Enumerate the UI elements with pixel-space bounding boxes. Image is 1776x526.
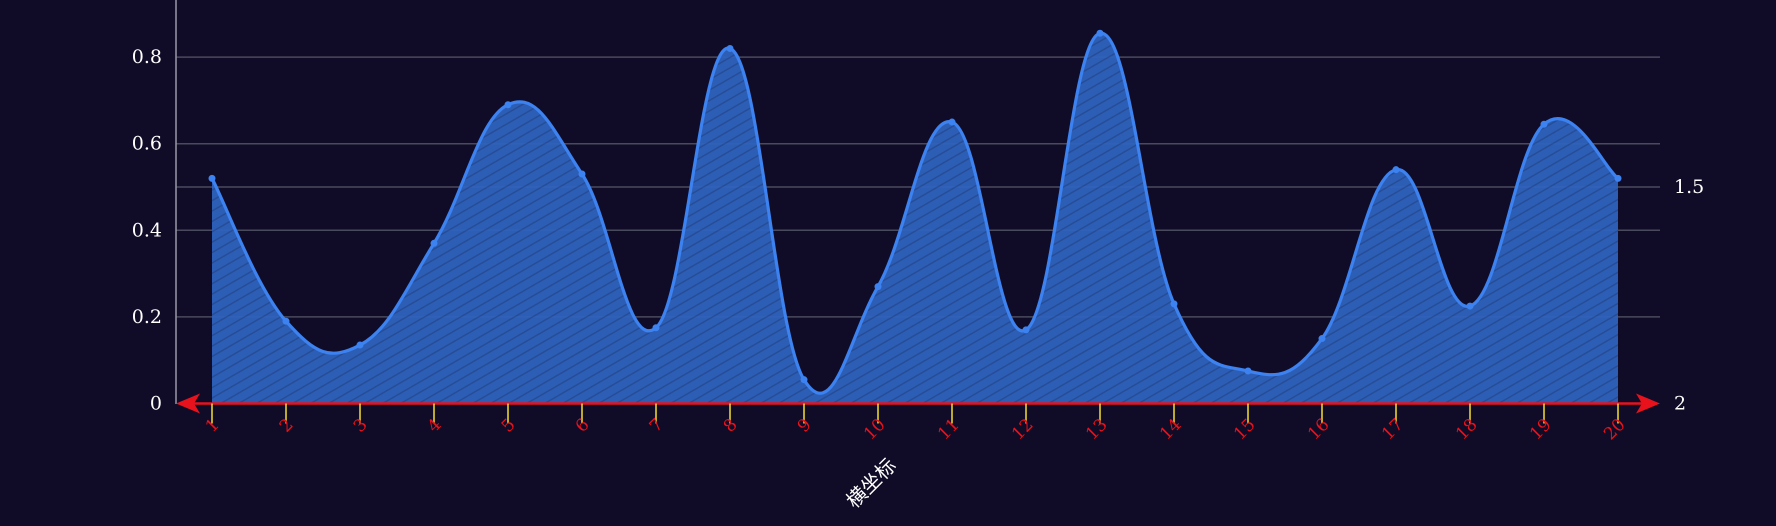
x-tick-label: 18 [1452,415,1481,444]
y-left-tick-label: 0.2 [132,306,162,328]
x-tick-label: 14 [1156,415,1185,444]
data-point[interactable] [504,101,512,109]
x-axis-title: 横坐标 [841,453,900,512]
y-left-tick-label: 0.6 [132,133,162,155]
x-axis [176,393,1660,424]
data-point[interactable] [208,174,216,182]
x-tick-label: 19 [1526,415,1555,444]
x-tick-label: 20 [1600,415,1629,444]
x-tick-label: 5 [498,415,520,437]
data-point[interactable] [1392,166,1400,174]
x-tick-label: 10 [860,415,889,444]
data-point[interactable] [652,324,660,332]
data-point[interactable] [1466,302,1474,310]
x-axis-arrow-left [176,393,200,414]
y-left-tick-label: 0.8 [132,46,162,68]
x-axis-arrow-right [1636,393,1660,414]
data-point[interactable] [1318,335,1326,343]
data-point[interactable] [1170,300,1178,308]
x-tick-label: 13 [1082,415,1111,444]
x-tick-label: 11 [934,415,963,444]
data-point[interactable] [1244,367,1252,375]
data-point[interactable] [1614,174,1622,182]
y-axis-left-ticks: 0 0.2 0.4 0.6 0.8 [132,46,162,414]
x-tick-label: 6 [572,415,594,437]
y-left-tick-label: 0 [150,393,162,415]
data-point[interactable] [282,317,290,325]
area-layer [208,29,1622,404]
data-point[interactable] [726,44,734,52]
x-tick-label: 16 [1304,415,1333,444]
data-point[interactable] [874,283,882,291]
series-area [212,33,1618,404]
x-axis-tick-labels: 1 2 3 4 5 6 7 8 9 10 11 12 13 14 15 16 17 18 19 20 [202,415,1630,444]
x-tick-label: 3 [350,415,372,437]
x-tick-label: 12 [1008,415,1037,444]
x-tick-label: 9 [794,415,816,437]
data-point[interactable] [1540,120,1548,128]
data-point[interactable] [1022,326,1030,334]
y-left-tick-label: 0.4 [132,219,162,241]
y-right-tick-label: 1.5 [1674,176,1704,198]
data-point[interactable] [578,170,586,178]
data-point[interactable] [430,239,438,247]
y-axis-right-ticks: 1.52 [1674,176,1704,415]
x-tick-label: 4 [424,415,446,437]
data-point[interactable] [948,118,956,126]
data-point[interactable] [356,341,364,349]
x-tick-label: 17 [1378,415,1407,444]
y-right-tick-label: 2 [1674,393,1686,415]
x-tick-label: 15 [1230,415,1259,444]
data-point[interactable] [1096,29,1104,37]
x-tick-label: 7 [646,415,668,437]
x-tick-label: 8 [720,415,742,437]
x-tick-label: 2 [276,415,298,437]
x-tick-label: 1 [202,415,224,437]
data-point[interactable] [800,376,808,384]
series-line [210,31,1620,395]
